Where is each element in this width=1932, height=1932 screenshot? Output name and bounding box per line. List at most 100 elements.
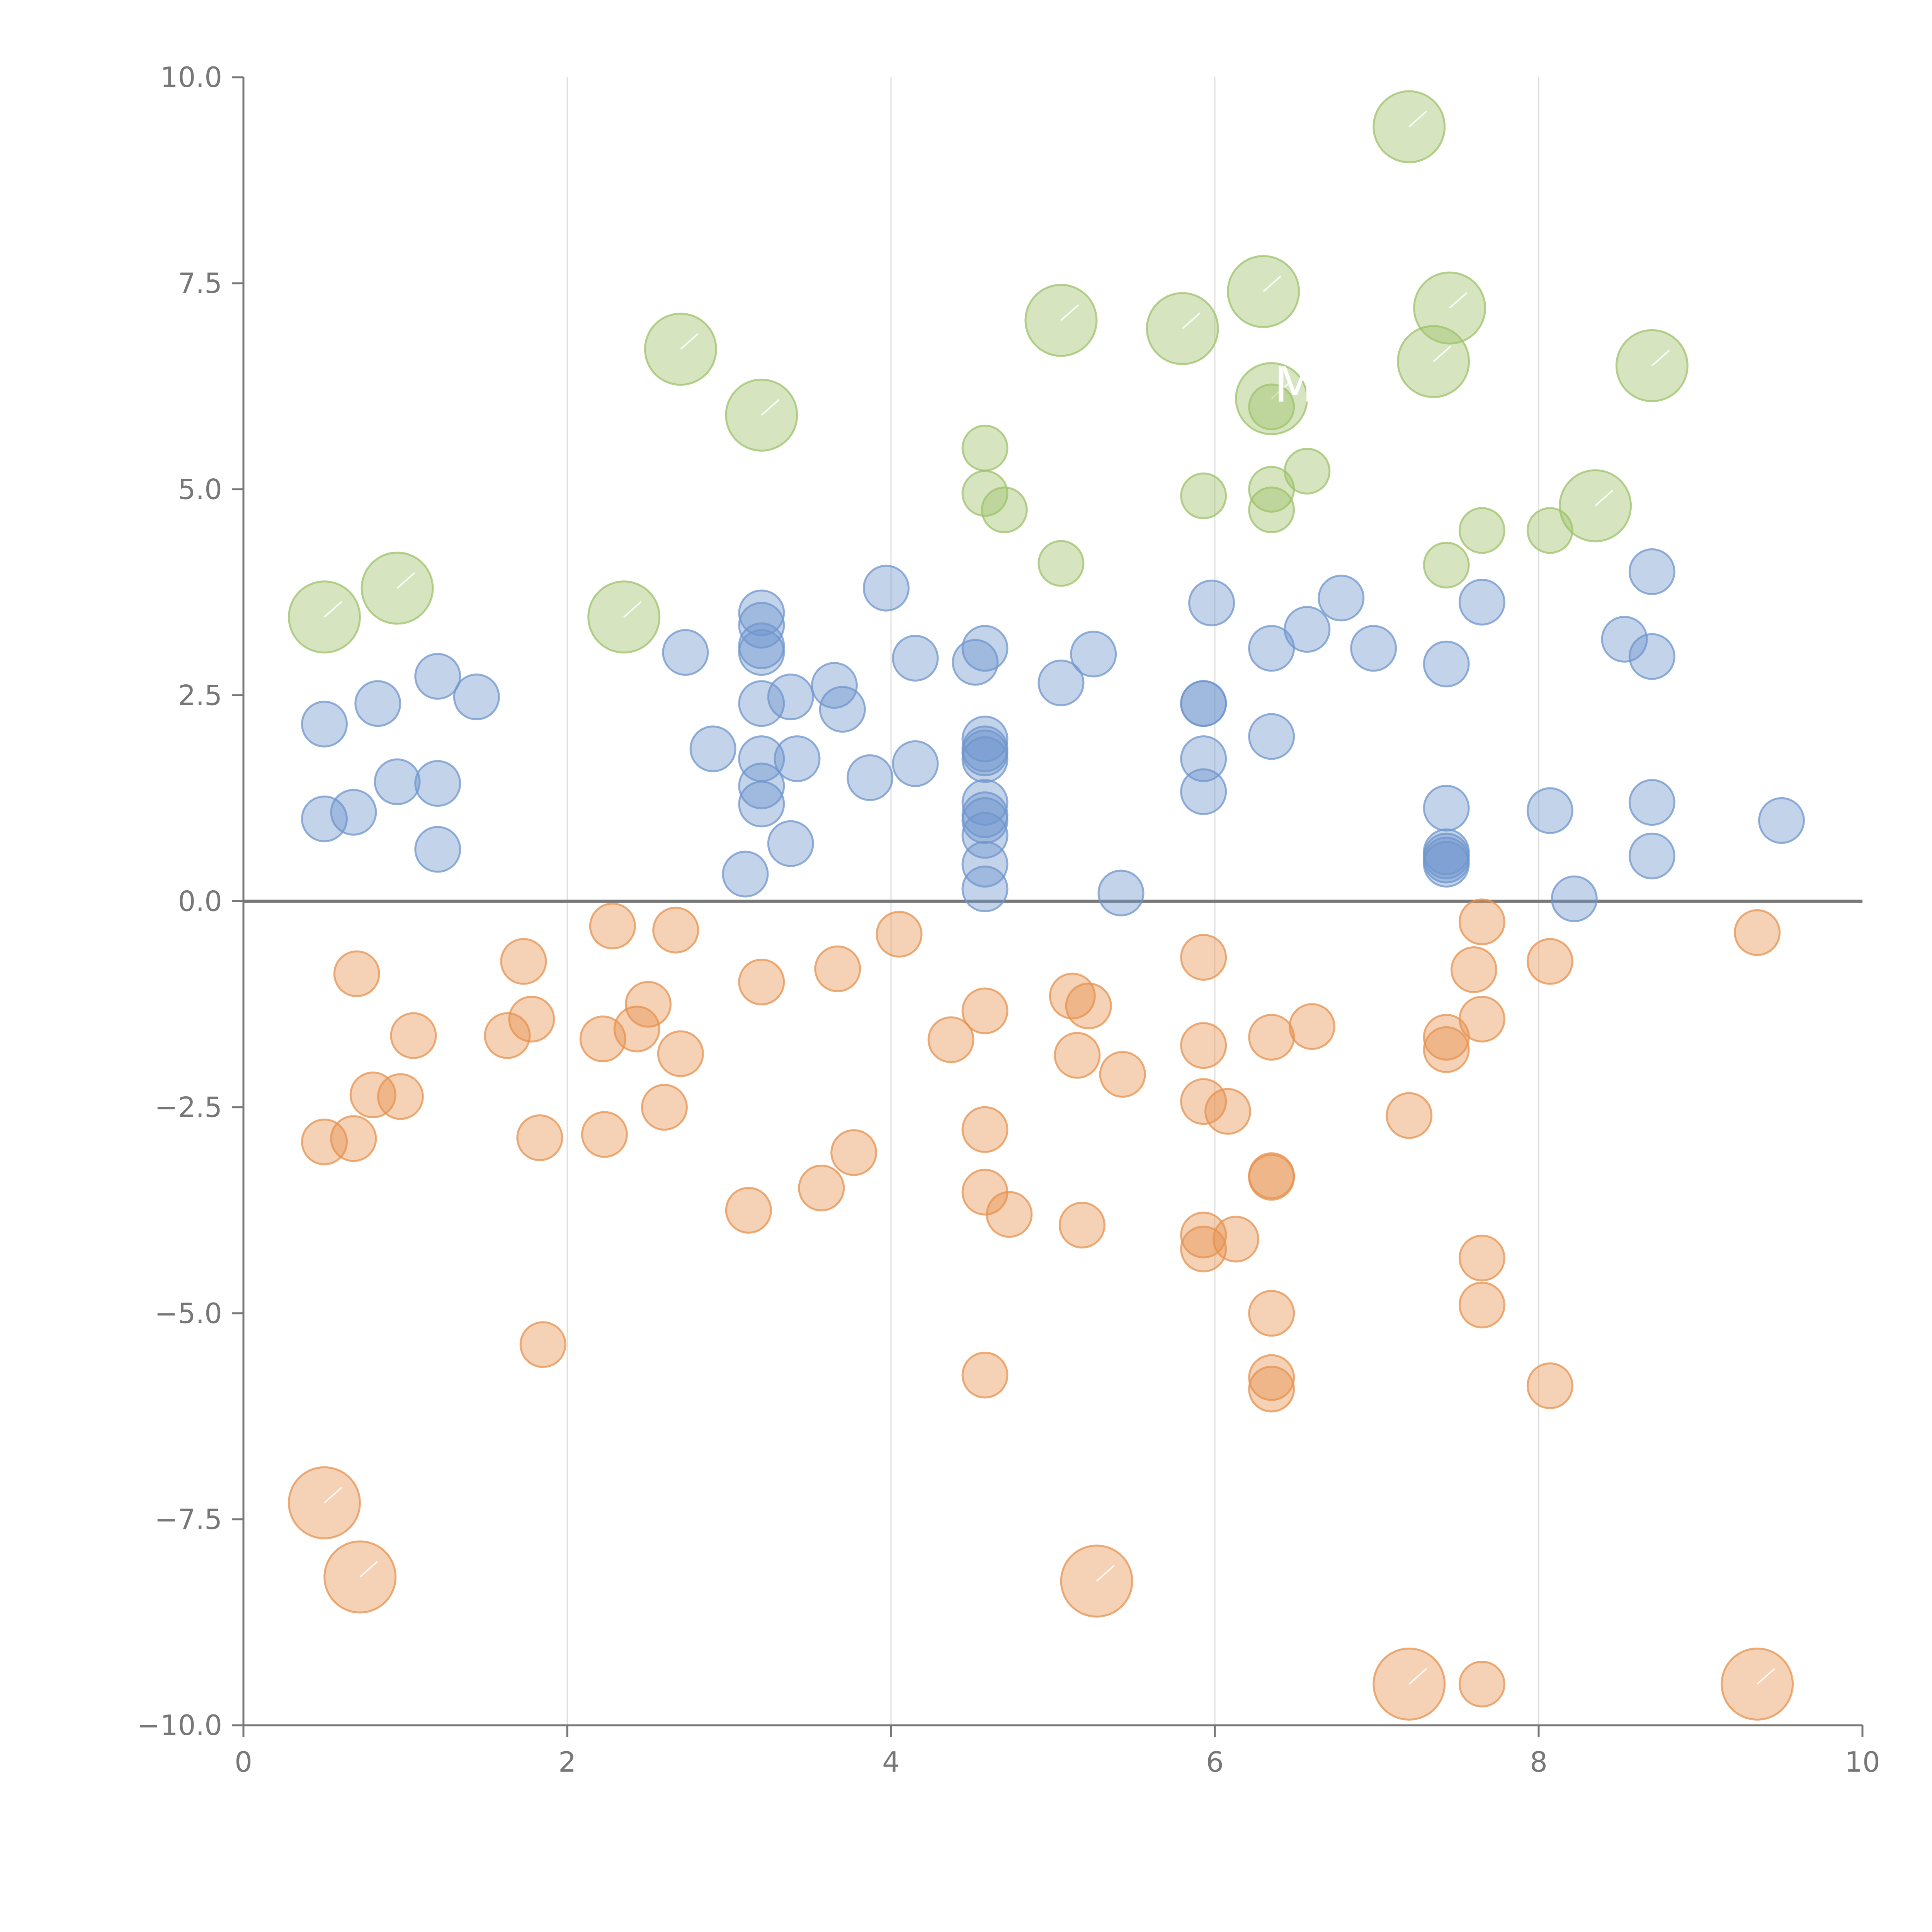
orange-point-25 (927, 1016, 975, 1063)
blue-point-12 (738, 589, 785, 636)
blue-point-52 (1318, 575, 1365, 622)
green-point-18 (1180, 472, 1227, 519)
orange-point-8 (508, 995, 555, 1043)
orange-point-59 (1526, 938, 1573, 985)
green-point-tick-3 (680, 333, 699, 350)
green-point-tick-5 (1060, 304, 1079, 321)
orange-point-tick-65 (1408, 1668, 1427, 1685)
orange-point-10 (519, 1321, 566, 1368)
green-point-21 (1248, 486, 1295, 534)
blue-point-61 (1526, 787, 1573, 834)
green-point-tick-0 (324, 601, 342, 618)
orange-point-tick-66 (1757, 1668, 1775, 1685)
orange-point-48 (1248, 1366, 1295, 1413)
blue-point-66 (1628, 832, 1675, 879)
blue-point-47 (1180, 768, 1227, 815)
orange-point-30 (986, 1191, 1033, 1238)
x-tick-label-2: 4 (882, 1746, 900, 1778)
orange-point-56 (1458, 1235, 1505, 1282)
green-point-tick-8 (1271, 383, 1289, 400)
y-tick-label-4: 0.0 (178, 885, 222, 918)
orange-point-58 (1458, 1660, 1505, 1708)
blue-point-16 (738, 680, 785, 727)
blue-point-48 (1188, 580, 1235, 627)
orange-point-38 (1180, 1078, 1227, 1125)
y-tick-label-3: 2.5 (178, 679, 222, 711)
blue-point-28 (892, 740, 939, 787)
blue-point-64 (1628, 633, 1675, 680)
orange-point-17 (652, 906, 699, 954)
blue-point-65 (1628, 779, 1675, 826)
orange-point-50 (1386, 1092, 1433, 1139)
y-tick-label-5: −2.5 (155, 1091, 222, 1124)
orange-point-16 (641, 1084, 688, 1131)
green-point-tick-4 (761, 399, 780, 416)
orange-point-46 (1248, 1290, 1295, 1337)
orange-point-21 (798, 1165, 845, 1212)
green-point-17 (1037, 540, 1085, 587)
orange-point-27 (961, 1106, 1009, 1153)
orange-point-20 (738, 958, 785, 1005)
orange-point-19 (725, 1187, 772, 1234)
green-point-tick-6 (1182, 312, 1201, 329)
blue-point-8 (414, 826, 461, 873)
orange-point-52 (1423, 1026, 1470, 1073)
blue-point-30 (961, 625, 1009, 672)
blue-point-59 (1423, 841, 1470, 888)
blue-point-55 (1423, 785, 1470, 832)
blue-point-25 (847, 754, 894, 801)
y-tick-label-7: −7.5 (155, 1503, 222, 1536)
blue-point-38 (961, 812, 1009, 859)
x-tick-label-4: 8 (1530, 1746, 1548, 1778)
orange-point-3 (349, 1071, 396, 1119)
orange-point-40 (1180, 1225, 1227, 1272)
blue-point-46 (1180, 735, 1227, 782)
orange-point-54 (1458, 898, 1505, 946)
data-points (288, 90, 1805, 1721)
orange-point-47 (1248, 1354, 1295, 1401)
x-tick-label-3: 6 (1206, 1746, 1224, 1778)
orange-point-24 (876, 911, 923, 958)
blue-point-39 (961, 841, 1009, 888)
blue-point-6 (453, 673, 500, 721)
blue-point-50 (1248, 713, 1295, 760)
orange-point-7 (500, 938, 547, 985)
x-tick-label-1: 2 (558, 1746, 576, 1778)
orange-point-14 (613, 1005, 660, 1053)
blue-point-27 (892, 634, 939, 682)
blue-point-7 (414, 760, 461, 807)
blue-point-51 (1284, 606, 1331, 653)
y-tick-label-1: 7.5 (178, 267, 222, 299)
green-point-22 (1284, 447, 1331, 495)
green-point-25 (1526, 507, 1573, 554)
orange-point-29 (961, 1352, 1009, 1399)
orange-point-18 (657, 1030, 704, 1077)
blue-point-67 (1628, 548, 1675, 595)
orange-point-57 (1458, 1281, 1505, 1328)
orange-point-33 (1058, 1202, 1105, 1249)
overlay-labels: MBR (1274, 357, 1382, 413)
orange-point-37 (1180, 1022, 1227, 1069)
y-tick-label-6: −5.0 (155, 1297, 222, 1330)
blue-point-31 (961, 715, 1009, 762)
green-point-tick-10 (1433, 345, 1451, 362)
blue-point-9 (662, 629, 709, 676)
blue-point-11 (722, 850, 769, 898)
green-point-tick-7 (1263, 275, 1282, 292)
orange-point-tick-62 (324, 1486, 342, 1503)
orange-point-0 (333, 950, 380, 997)
orange-point-42 (1212, 1216, 1259, 1263)
orange-point-36 (1180, 934, 1227, 981)
y-tick-label-2: 5.0 (178, 473, 222, 505)
x-tick-label-5: 10 (1845, 1746, 1880, 1778)
blue-point-40 (961, 866, 1009, 913)
blue-point-3 (330, 789, 377, 836)
orange-point-tick-64 (1096, 1565, 1115, 1582)
blue-point-2 (301, 795, 348, 842)
blue-point-4 (374, 758, 421, 805)
green-point-tick-12 (1595, 490, 1613, 507)
blue-point-20 (767, 673, 814, 721)
green-point-23 (1423, 541, 1470, 588)
green-point-tick-13 (1651, 349, 1670, 366)
